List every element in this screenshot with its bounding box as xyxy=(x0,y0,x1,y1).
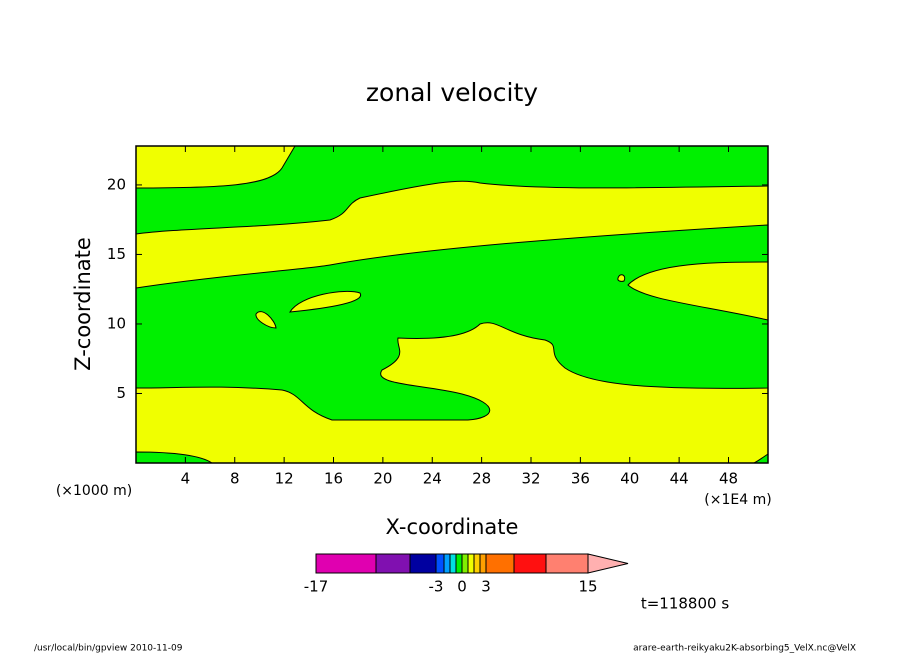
colorbar-box xyxy=(443,553,451,574)
colorbar-box xyxy=(467,553,475,574)
plot-frame xyxy=(135,145,769,464)
x-tick-label: 28 xyxy=(472,470,491,488)
x-tick-label: 20 xyxy=(373,470,392,488)
colorbar-extension xyxy=(587,553,629,574)
colorbar-tick-label: 3 xyxy=(481,578,491,596)
y-unit: (×1000 m) xyxy=(56,483,132,499)
x-tick-label: 32 xyxy=(521,470,540,488)
footer-right: arare-earth-reikyaku2K-absorbing5_VelX.n… xyxy=(633,644,856,654)
y-tick-label: 5 xyxy=(116,384,126,402)
x-tick-label: 8 xyxy=(230,470,240,488)
colorbar-box xyxy=(513,553,547,574)
colorbar-box xyxy=(435,553,445,574)
colorbar-tick-label: 15 xyxy=(578,578,597,596)
colorbar-box xyxy=(479,553,487,574)
colorbar-box xyxy=(461,553,469,574)
chart-title: zonal velocity xyxy=(366,78,538,107)
colorbar-box xyxy=(455,553,463,574)
y-axis-label: Z-coordinate xyxy=(71,237,95,371)
x-tick-label: 16 xyxy=(324,470,343,488)
y-tick-label: 10 xyxy=(107,314,126,332)
colorbar-box xyxy=(545,553,589,574)
colorbar-box xyxy=(473,553,481,574)
colorbar-tick-label: -3 xyxy=(429,578,444,596)
colorbar-box xyxy=(375,553,411,574)
time-annotation: t=118800 s xyxy=(641,595,729,613)
x-tick-label: 4 xyxy=(181,470,191,488)
x-tick-label: 12 xyxy=(275,470,294,488)
contour-region xyxy=(289,290,362,313)
contour-region xyxy=(617,274,626,282)
contour-region xyxy=(135,224,769,421)
contour-region xyxy=(255,311,277,329)
x-tick-label: 48 xyxy=(719,470,738,488)
x-unit: (×1E4 m) xyxy=(704,492,771,508)
footer-left: /usr/local/bin/gpview 2010-11-09 xyxy=(34,644,183,654)
x-tick-label: 40 xyxy=(620,470,639,488)
x-tick-label: 36 xyxy=(571,470,590,488)
colorbar-box xyxy=(449,553,457,574)
x-axis-label: X-coordinate xyxy=(386,515,519,539)
colorbar-tick-label: -17 xyxy=(304,578,329,596)
colorbar-box xyxy=(485,553,515,574)
y-tick-label: 20 xyxy=(107,175,126,193)
y-tick-label: 15 xyxy=(107,245,126,263)
contour-region xyxy=(135,145,769,235)
colorbar-tick-label: 0 xyxy=(457,578,467,596)
contour-field xyxy=(135,145,769,464)
x-tick-label: 44 xyxy=(670,470,689,488)
colorbar-box xyxy=(315,553,377,574)
colorbar-box xyxy=(409,553,437,574)
x-tick-label: 24 xyxy=(423,470,442,488)
